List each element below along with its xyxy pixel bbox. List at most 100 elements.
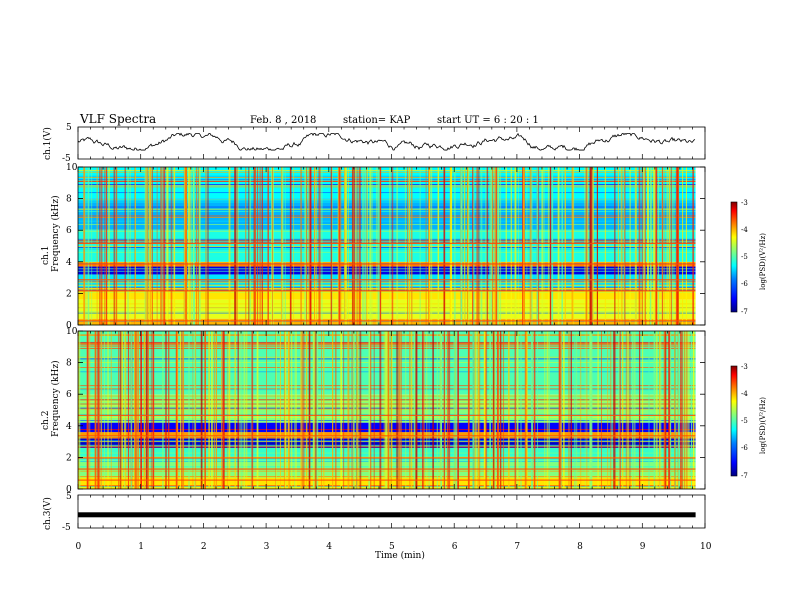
spectrogram-sferic-streak — [384, 331, 387, 489]
spectrogram-sferic-streak — [275, 331, 277, 489]
spectrogram-sferic-streak — [414, 331, 416, 489]
spectrogram-sferic-streak — [571, 167, 574, 325]
spectrogram-sferic-streak — [293, 167, 295, 325]
ch1-colorbar-label: log(PSD)(V²/Hz) — [759, 233, 767, 290]
spectrogram-sferic-streak — [355, 331, 358, 489]
spectrogram-sferic-streak — [533, 331, 536, 489]
spectrogram-tone-line — [78, 208, 696, 210]
spectrogram-sferic-streak — [166, 167, 169, 325]
spectrogram-sferic-streak — [375, 167, 377, 325]
spectrogram-sferic-streak — [211, 331, 213, 489]
y-tick-label: 2 — [66, 289, 72, 299]
spectrogram-sferic-streak — [437, 167, 440, 325]
spectrogram-sferic-streak — [436, 331, 438, 489]
spectrogram-sferic-streak — [522, 167, 524, 325]
spectrogram-sferic-streak — [568, 331, 570, 489]
spectrogram-sferic-streak — [620, 167, 622, 325]
spectrogram-sferic-streak — [671, 167, 673, 325]
spectrogram-sferic-streak — [629, 331, 631, 489]
spectrogram-sferic-streak — [281, 167, 284, 325]
spectrogram-sferic-streak — [352, 331, 355, 489]
spectrogram-tone-line — [78, 180, 696, 182]
spectrogram-sferic-streak — [143, 331, 146, 489]
spectrogram-tone-line — [78, 255, 696, 257]
spectrogram-sferic-streak — [520, 331, 522, 489]
spectrogram-sferic-streak — [674, 331, 677, 489]
spectrogram-sferic-streak — [546, 331, 549, 489]
x-axis-tick-labels: 0 1 2 3 4 5 6 7 8 9 10 — [76, 542, 712, 552]
spectrogram-strong-line — [78, 435, 696, 437]
spectrogram-sferic-streak — [389, 167, 391, 325]
spectrogram-sferic-streak — [79, 331, 81, 489]
spectrogram-sferic-streak — [416, 331, 418, 489]
spectrogram-sferic-streak — [346, 167, 348, 325]
spectrogram-sferic-streak — [254, 167, 257, 325]
spectrogram-sferic-streak — [307, 167, 310, 325]
ch1-spectrogram-image — [78, 167, 705, 326]
spectrogram-sferic-streak — [104, 167, 106, 325]
spectrogram-sferic-streak — [280, 167, 283, 325]
spectrogram-sferic-streak — [83, 167, 86, 325]
spectrogram-sferic-streak — [339, 167, 342, 325]
spectrogram-sferic-streak — [663, 331, 666, 489]
spectrogram-sferic-streak — [300, 167, 303, 325]
spectrogram-sferic-streak — [655, 331, 658, 489]
spectrogram-sferic-streak — [561, 167, 563, 325]
spectrogram-sferic-streak — [584, 331, 586, 489]
spectrogram-sferic-streak — [253, 167, 255, 325]
spectrogram-sferic-streak — [207, 167, 209, 325]
spectrogram-sferic-streak — [572, 167, 575, 325]
spectrogram-sferic-streak — [642, 167, 644, 325]
spectrogram-sferic-streak — [408, 167, 409, 325]
spectrogram-sferic-streak — [618, 331, 620, 489]
spectrogram-sferic-streak — [474, 331, 476, 489]
spectrogram-sferic-streak — [623, 167, 626, 325]
spectrogram-sferic-streak — [670, 167, 672, 325]
spectrogram-sferic-streak — [343, 331, 345, 489]
spectrogram-sferic-streak — [151, 167, 153, 325]
spectrogram-sferic-streak — [543, 167, 545, 325]
spectrogram-sferic-streak — [489, 331, 491, 489]
spectrogram-sferic-streak — [367, 167, 368, 325]
spectrogram-sferic-streak — [188, 331, 190, 489]
spectrogram-sferic-streak — [477, 331, 480, 489]
x-tick-label: 8 — [577, 542, 583, 552]
spectrogram-sferic-streak — [366, 167, 368, 325]
x-tick-label: 2 — [201, 542, 207, 552]
spectrogram-sferic-streak — [377, 167, 380, 325]
spectrogram-tone-line — [78, 281, 696, 283]
spectrogram-sferic-streak — [541, 167, 543, 325]
spectrogram-sferic-streak — [443, 331, 445, 489]
spectrogram-sferic-streak — [648, 331, 650, 489]
spectrogram-sferic-streak — [228, 167, 231, 325]
spectrogram-sferic-streak — [98, 331, 100, 489]
spectrogram-sferic-streak — [91, 167, 93, 325]
spectrogram-sferic-streak — [115, 167, 117, 325]
spectrogram-sferic-streak — [198, 167, 201, 325]
spectrogram-sferic-streak — [97, 331, 99, 489]
spectrogram-sferic-streak — [426, 331, 428, 489]
spectrogram-sferic-streak — [526, 167, 528, 325]
x-tick-label: 0 — [76, 542, 82, 552]
spectrogram-sferic-streak — [472, 331, 475, 489]
ch2-cb-tick-m5: -5 — [741, 417, 748, 425]
x-tick-label: 9 — [640, 542, 646, 552]
spectrogram-sferic-streak — [377, 167, 379, 325]
spectrogram-sferic-streak — [571, 167, 574, 325]
spectrogram-sferic-streak — [491, 167, 493, 325]
spectrogram-sferic-streak — [261, 167, 263, 325]
spectrogram-sferic-streak — [411, 167, 413, 325]
spectrogram-sferic-streak — [531, 331, 533, 489]
spectrogram-tone-line — [78, 199, 696, 201]
x-tick-label: 1 — [138, 542, 144, 552]
spectrogram-sferic-streak — [234, 167, 237, 325]
spectrogram-no-data — [695, 167, 705, 325]
spectrogram-sferic-streak — [683, 331, 685, 489]
spectrogram-sferic-streak — [108, 167, 110, 325]
spectrogram-sferic-streak — [344, 167, 346, 325]
spectrogram-sferic-streak — [105, 167, 108, 325]
spectrogram-sferic-streak — [347, 331, 349, 489]
spectrogram-sferic-streak — [200, 331, 203, 489]
spectrogram-sferic-streak — [144, 167, 146, 325]
spectrogram-sferic-streak — [332, 331, 333, 489]
